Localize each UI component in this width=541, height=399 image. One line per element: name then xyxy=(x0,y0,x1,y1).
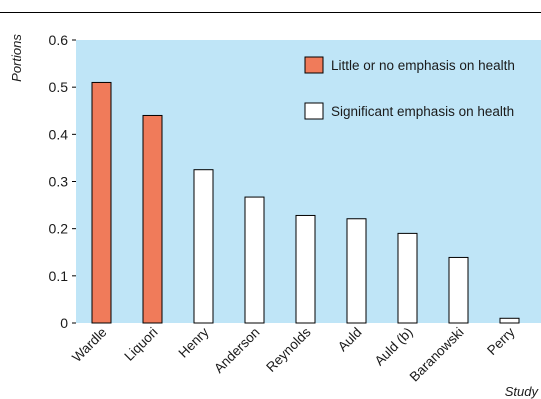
x-tick-label: Perry xyxy=(484,324,518,358)
x-tick-label: Auld xyxy=(335,325,365,355)
x-tick-label: Henry xyxy=(176,324,212,360)
x-tick-label: Auld (b) xyxy=(372,325,416,369)
y-tick-label: 0.2 xyxy=(49,221,69,237)
x-tick-labels: Wardle Liquori Henry Anderson Reynolds Auld Au… xyxy=(69,324,518,384)
legend: Little or no emphasis on health Signific… xyxy=(304,56,515,120)
bar-wardle xyxy=(91,81,112,324)
bars xyxy=(91,81,520,324)
bar-auld-b xyxy=(397,232,418,324)
y-tick-label: 0 xyxy=(60,315,68,331)
bar-baranowski xyxy=(448,256,469,324)
x-tick-label: Wardle xyxy=(69,325,109,365)
x-tick-label: Reynolds xyxy=(263,324,314,375)
y-tick-label: 0.5 xyxy=(49,79,69,95)
y-tick-label: 0.3 xyxy=(49,174,69,190)
x-axis-label: Study xyxy=(505,384,540,399)
y-axis-label: Portions xyxy=(9,34,24,82)
legend-label-significant-emphasis: Significant emphasis on health xyxy=(331,104,514,119)
bar-reynolds xyxy=(295,214,316,324)
legend-swatch-little-emphasis xyxy=(304,56,324,74)
x-tick-label: Baranowski xyxy=(407,325,467,385)
legend-swatch-significant-emphasis xyxy=(304,102,324,120)
bar-henry xyxy=(193,169,214,324)
bar-perry xyxy=(499,317,520,324)
bar-auld xyxy=(346,218,367,324)
legend-label-little-emphasis: Little or no emphasis on health xyxy=(331,58,515,73)
y-tick-label: 0.1 xyxy=(49,268,69,284)
top-rule xyxy=(0,12,541,13)
y-tick-label: 0.6 xyxy=(49,32,69,48)
y-tick-label: 0.4 xyxy=(49,126,69,142)
bar-anderson xyxy=(244,196,265,324)
x-tick-label: Liquori xyxy=(121,325,160,364)
y-axis: 0 0.1 0.2 0.3 0.4 0.5 0.6 xyxy=(49,32,76,331)
x-tick-label: Anderson xyxy=(211,325,262,376)
bar-liquori xyxy=(142,114,163,324)
